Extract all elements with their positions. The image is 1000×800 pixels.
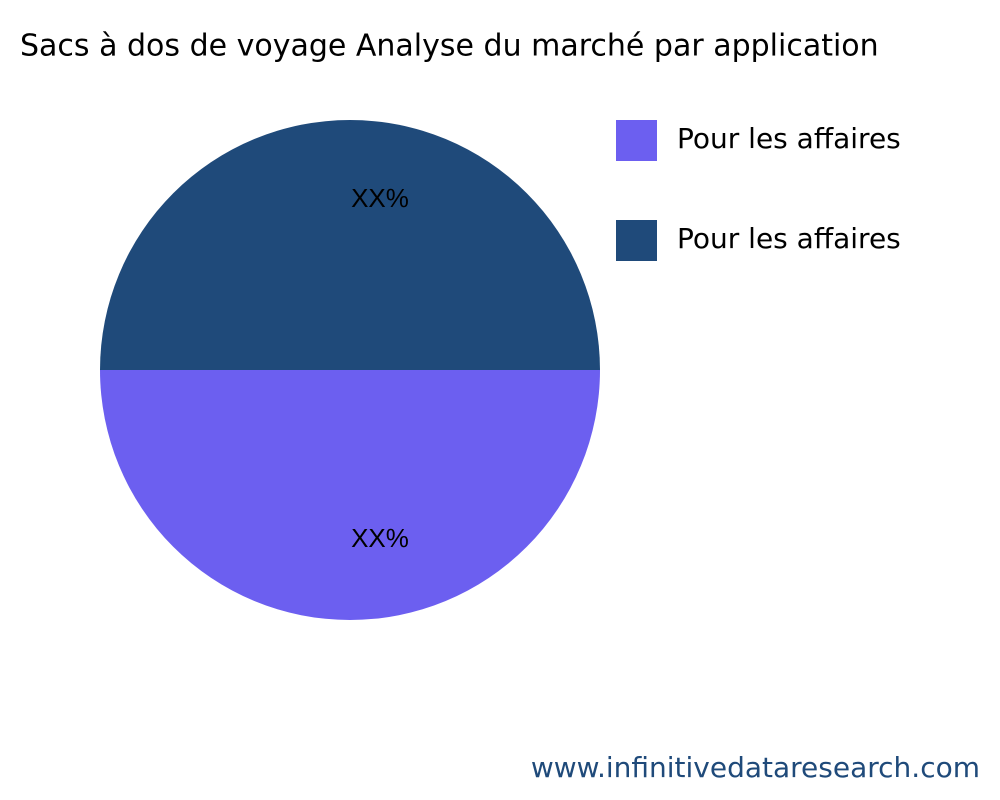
legend-label: Pour les affaires	[677, 122, 901, 155]
pie-slice	[100, 370, 600, 620]
source: www.infinitivedataresearch.com	[531, 751, 980, 784]
legend-swatch	[616, 220, 657, 261]
data-label: XX%	[351, 523, 409, 553]
data-label: XX%	[351, 183, 409, 213]
legend-label: Pour les affaires	[677, 222, 901, 255]
pie-slice	[100, 120, 600, 370]
chart-title: Sacs à dos de voyage Analyse du marché p…	[20, 29, 879, 64]
legend-swatch	[616, 120, 657, 161]
